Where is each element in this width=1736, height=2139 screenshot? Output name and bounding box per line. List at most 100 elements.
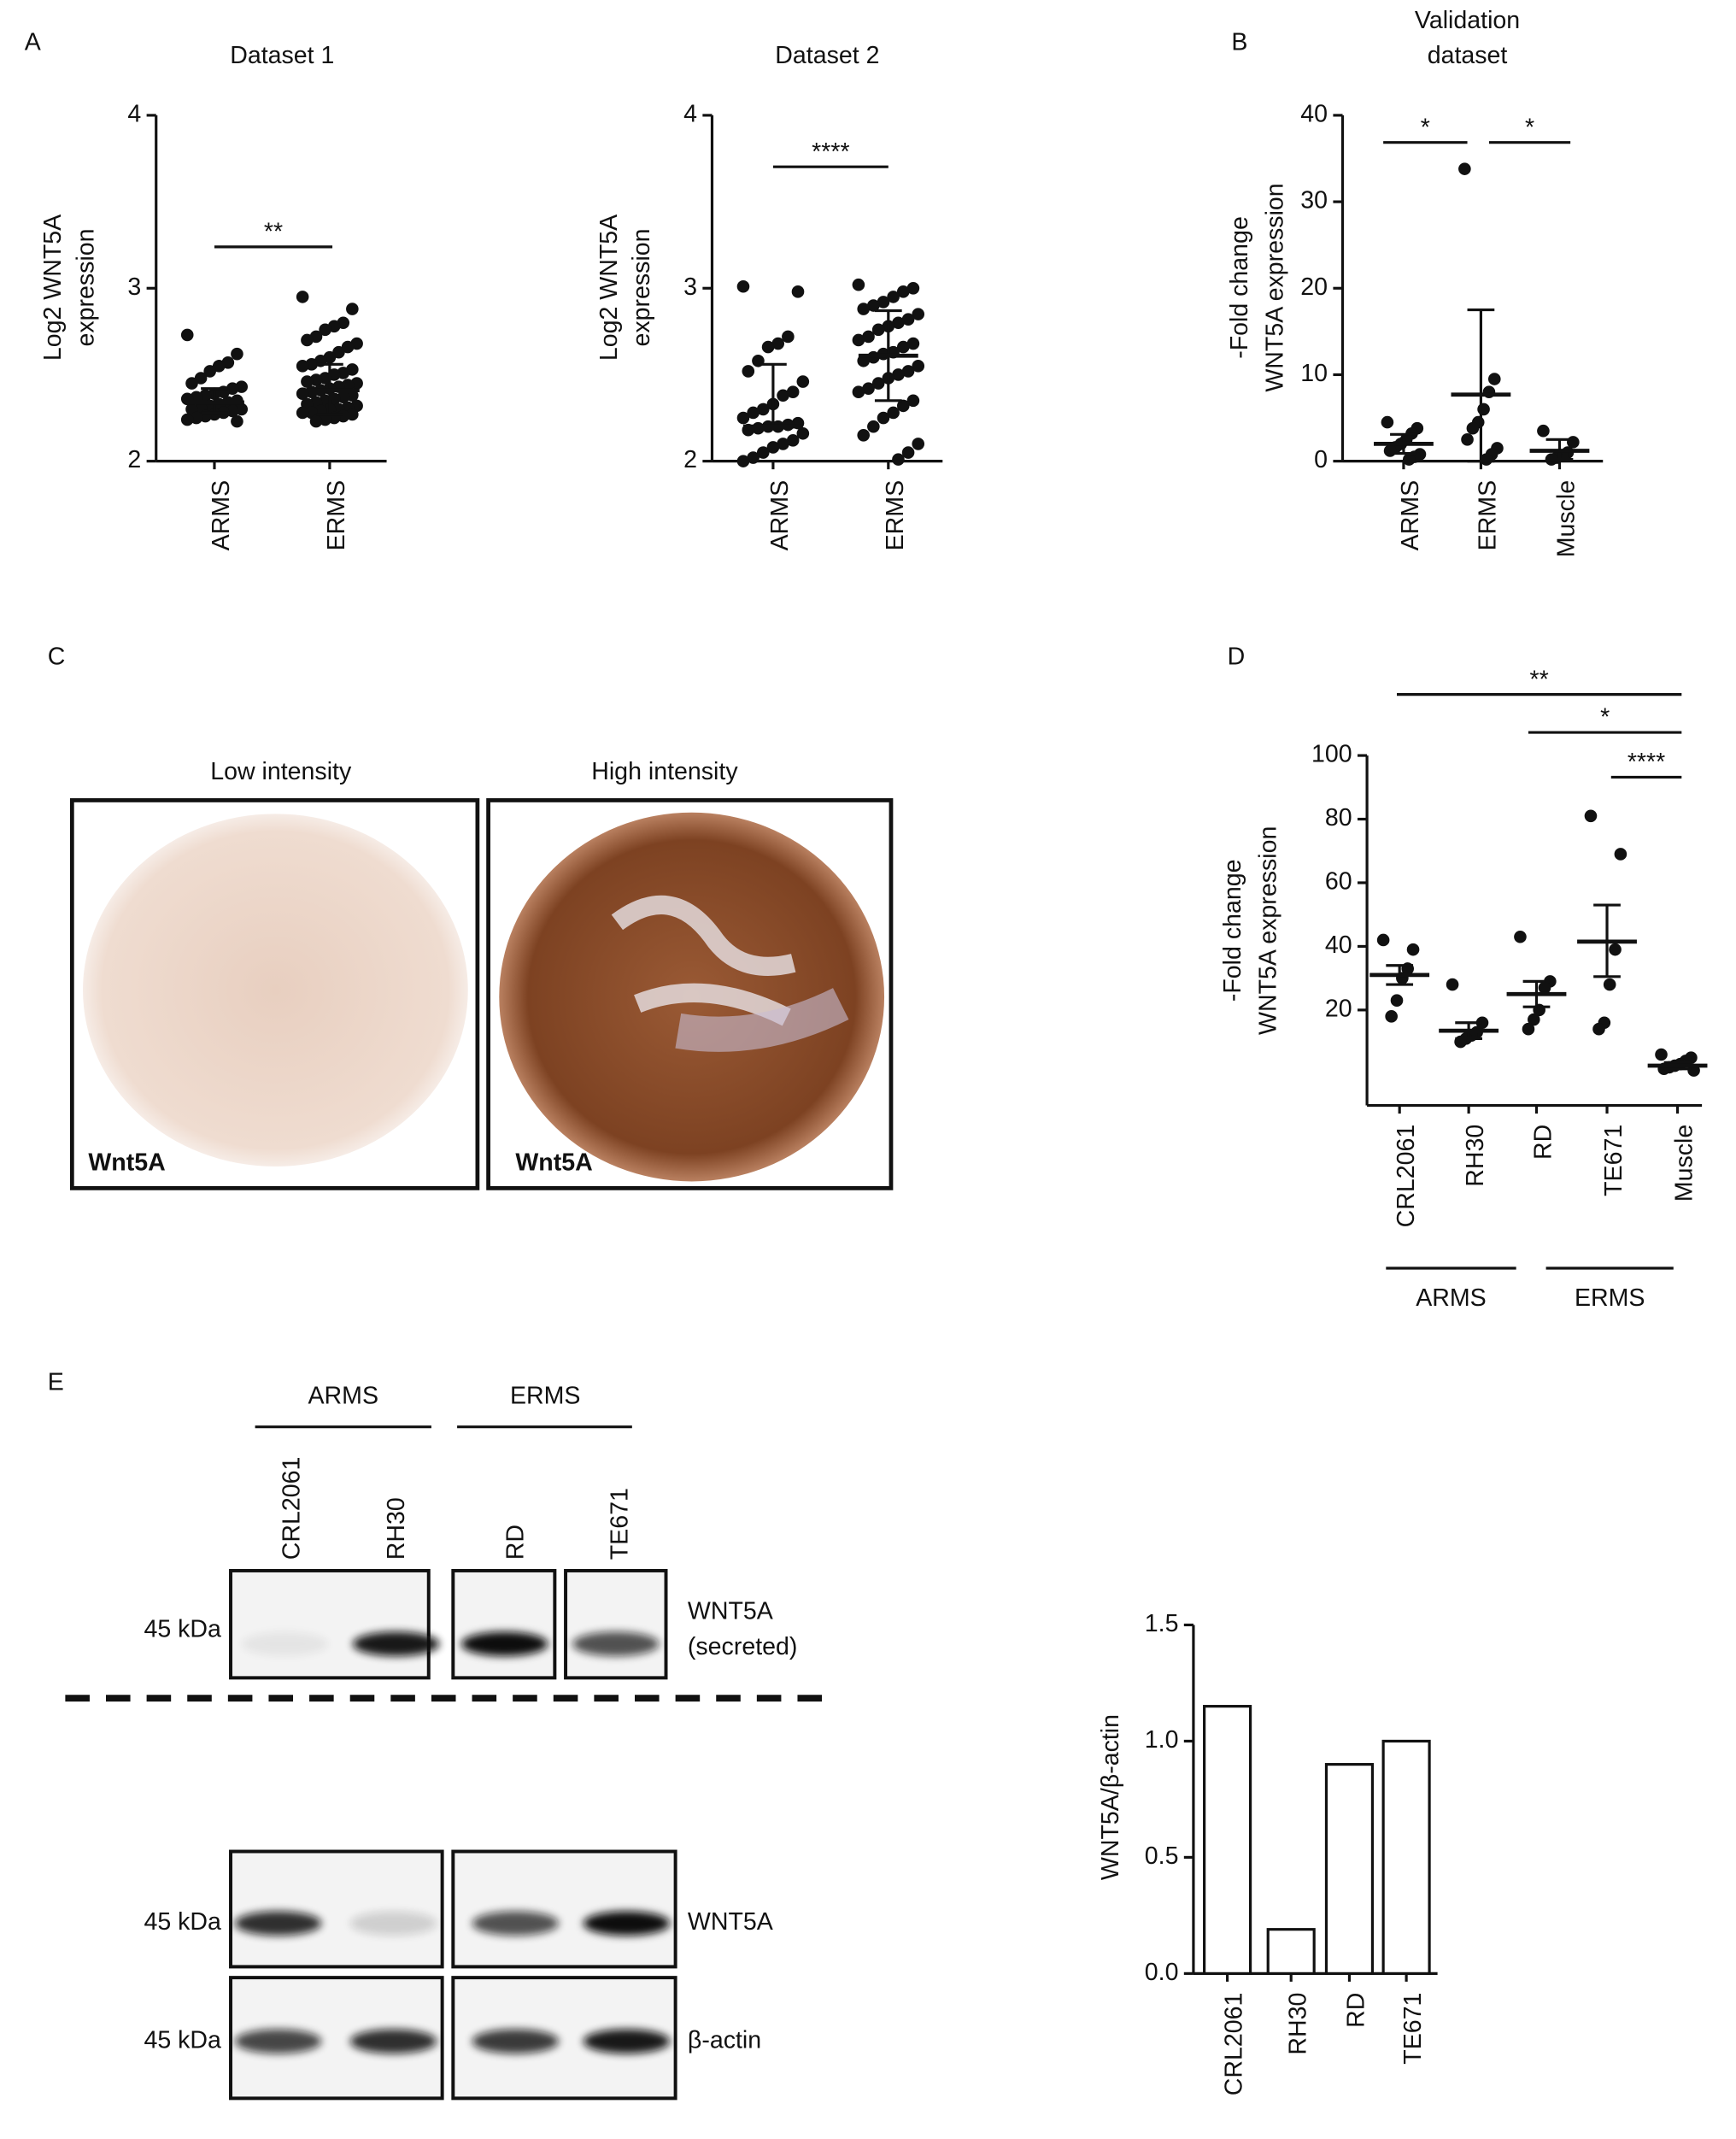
x-tick-label: RD (1343, 1993, 1370, 2028)
data-point (862, 330, 875, 344)
data-point (867, 420, 880, 433)
y-tick-label: 4 (683, 100, 697, 127)
x-tick-label: RD (1530, 1125, 1557, 1160)
chart-title: Dataset 2 (775, 42, 879, 69)
lane-label: RH30 (383, 1497, 410, 1560)
data-point (1466, 421, 1480, 435)
panel-label: C (48, 643, 66, 670)
data-point (747, 406, 760, 420)
data-point (1458, 162, 1471, 175)
data-point (185, 377, 198, 390)
data-point (896, 399, 910, 413)
band (352, 1631, 440, 1656)
band (472, 2029, 560, 2054)
data-point (877, 411, 890, 425)
panel-label: D (1228, 643, 1246, 670)
y-tick-label: 0 (1314, 446, 1328, 473)
blot-frame (564, 1568, 668, 1680)
ihc-lumen (611, 895, 796, 1026)
y-tick-label: 20 (1300, 273, 1328, 301)
data-point (857, 428, 871, 442)
data-point (341, 340, 355, 354)
data-point (1376, 933, 1390, 947)
panel-label: A (25, 28, 41, 56)
x-tick-label: TE671 (1399, 1993, 1427, 2065)
data-point (203, 365, 216, 378)
band (241, 1631, 329, 1656)
band (583, 1911, 671, 1936)
blot-label: (secreted) (688, 1633, 798, 1660)
data-point (901, 313, 915, 326)
data-point (906, 337, 920, 350)
significance-label: **** (812, 138, 849, 166)
data-point (901, 365, 915, 378)
x-tick-label: CRL2061 (1221, 1993, 1248, 2096)
data-point (1406, 943, 1420, 956)
data-point (1538, 981, 1551, 995)
band (472, 1911, 560, 1936)
y-axis-label: WNT5A/β-actin (1097, 1714, 1124, 1880)
significance-label: ** (1530, 666, 1549, 693)
data-point (1402, 453, 1416, 466)
y-tick-label: 80 (1325, 804, 1352, 832)
data-point (1461, 433, 1474, 446)
data-point (892, 316, 905, 330)
data-point (777, 389, 789, 403)
significance-label: * (1525, 114, 1534, 141)
data-point (906, 281, 920, 295)
y-tick-label: 10 (1300, 360, 1328, 387)
bar (1324, 1763, 1375, 1975)
x-tick-label: TE671 (1600, 1125, 1628, 1196)
data-point (346, 303, 359, 315)
data-point (332, 345, 345, 359)
data-point (901, 446, 915, 459)
data-point (912, 308, 925, 320)
data-point (1592, 1022, 1605, 1036)
data-point (1614, 848, 1628, 861)
data-point (231, 414, 243, 428)
data-point (852, 385, 865, 398)
y-tick-label: 60 (1325, 868, 1352, 896)
y-tick-label: 3 (127, 273, 141, 301)
data-point (877, 296, 890, 309)
y-tick-label: 2 (683, 446, 697, 473)
data-point (857, 354, 871, 367)
lane-label: CRL2061 (279, 1457, 306, 1560)
data-point (1487, 373, 1501, 385)
significance-label: * (1600, 704, 1610, 732)
y-tick-label: 3 (683, 273, 697, 301)
y-axis-label: Log2 WNT5A (39, 214, 67, 361)
x-tick-label: ARMS (208, 480, 235, 550)
data-point (912, 360, 925, 373)
data-point (1609, 943, 1622, 956)
y-tick-label: 40 (1300, 100, 1328, 127)
data-point (180, 328, 194, 342)
data-point (180, 413, 194, 426)
data-point (1537, 424, 1550, 438)
blot-label: WNT5A (688, 1908, 773, 1936)
band (234, 1911, 322, 1936)
data-point (887, 291, 900, 303)
data-point (1514, 930, 1527, 943)
ihc-stain: Wnt5A (88, 1149, 165, 1176)
ihc-stroma (675, 987, 849, 1052)
data-point (896, 340, 910, 354)
y-axis-label: expression (72, 228, 99, 346)
band (234, 2029, 322, 2054)
data-point (892, 368, 905, 381)
y-tick-label: 100 (1311, 741, 1352, 768)
data-point (871, 377, 885, 390)
blot-frame (229, 1568, 431, 1680)
x-tick-label: ERMS (882, 480, 909, 550)
data-point (296, 360, 309, 373)
chart-title: Dataset 1 (230, 42, 334, 69)
chart-title: Validation (1415, 7, 1520, 34)
x-tick-label: ERMS (1474, 480, 1501, 550)
data-point (296, 406, 309, 420)
data-point (761, 340, 775, 354)
data-point (782, 330, 795, 344)
x-tick-label: ARMS (766, 480, 794, 550)
blot-group: ERMS (510, 1382, 580, 1409)
